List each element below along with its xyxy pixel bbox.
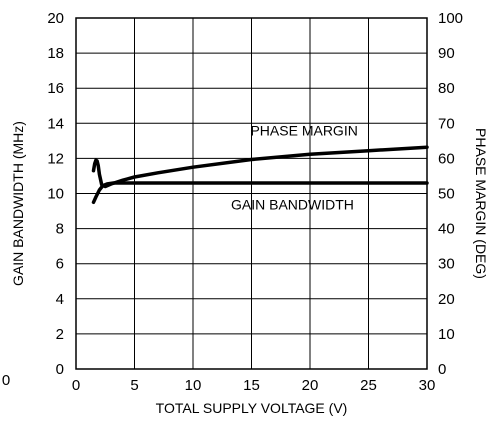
y-left-tick-label: 14 [47,115,64,132]
y-right-tick-label: 90 [438,45,455,62]
x-tick-label: 25 [360,377,377,394]
y-right-tick-label: 100 [438,10,463,27]
annotation-gain-bandwidth: GAIN BANDWIDTH [231,196,354,212]
y-right-tick-label: 70 [438,115,455,132]
y-right-tick-label: 10 [438,326,455,343]
y-right-tick-label: 40 [438,221,455,238]
y-left-tick-label: 12 [47,150,64,167]
y-left-tick-label: 20 [47,10,64,27]
grid-layer [75,17,428,370]
y-right-tick-label: 50 [438,186,455,203]
series-layer [91,145,429,205]
x-tick-label: 15 [243,377,260,394]
y-right-tick-label: 30 [438,256,455,273]
plot-frame [75,17,428,370]
x-tick-label: 30 [419,377,436,394]
y-left-tick-label: 2 [56,326,64,343]
y-axis-right-title: PHASE MARGIN (DEG) [473,128,489,279]
x-tick-label: 10 [185,377,202,394]
y-left-tick-label: 4 [56,291,64,308]
x-axis-title: TOTAL SUPPLY VOLTAGE (V) [156,400,348,416]
y-right-tick-label: 60 [438,150,455,167]
y-left-tick-label: 18 [47,45,64,62]
x-tick-label: 5 [130,377,138,394]
series-phase-margin [91,145,429,189]
stray-label: 0 [2,372,10,389]
tick-layer: 0 5 10 15 20 25 300246810121416182001020304050… [47,10,463,394]
y-left-tick-label: 8 [56,221,64,238]
y-left-tick-label: 0 [56,361,64,378]
y-right-tick-label: 0 [438,361,446,378]
series-gain-bandwidth [91,181,429,205]
x-tick-label: 0 [72,377,80,394]
y-right-tick-label: 20 [438,291,455,308]
y-left-tick-label: 16 [47,80,64,97]
x-tick-label: 20 [302,377,319,394]
annotation-phase-margin: PHASE MARGIN [250,123,357,139]
y-axis-left-title: GAIN BANDWIDTH (MHz) [10,121,26,286]
y-left-tick-label: 10 [47,186,64,203]
y-left-tick-label: 6 [56,256,64,273]
y-right-tick-label: 80 [438,80,455,97]
